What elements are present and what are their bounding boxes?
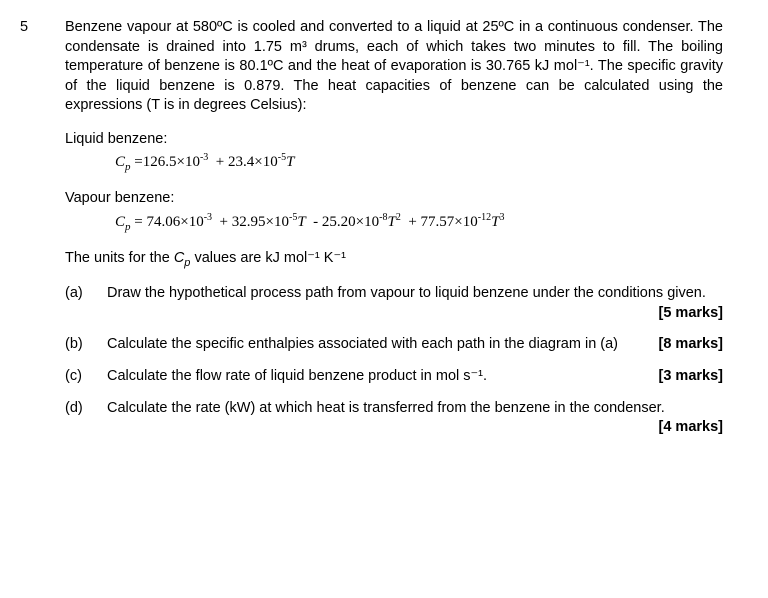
part-b-body: Calculate the specific enthalpies associ… (107, 336, 618, 352)
vapour-benzene-label: Vapour benzene: (65, 189, 723, 209)
part-c-marks: [3 marks] (659, 367, 723, 387)
part-c-body: Calculate the flow rate of liquid benzen… (107, 368, 487, 384)
cp-sub: p (125, 161, 131, 173)
question-body: Benzene vapour at 580ºC is cooled and co… (65, 18, 723, 580)
page: 5 Benzene vapour at 580ºC is cooled and … (0, 0, 768, 598)
cp-var: C (115, 154, 125, 170)
ten-6: 10 (463, 214, 478, 230)
times-4: × (266, 214, 274, 230)
units-pre: The units for the (65, 250, 174, 266)
units-post: values are kJ mol⁻¹ K⁻¹ (190, 250, 346, 266)
liq-exp-a: -3 (200, 152, 208, 163)
ten-3: 10 (189, 214, 204, 230)
part-d-marks: [4 marks] (659, 418, 723, 438)
vap-coef-d: 77.57 (421, 214, 455, 230)
cube: 3 (499, 212, 504, 223)
vapour-benzene-equation: Cp = 74.06×10-3 + 32.95×10-5T - 25.20×10… (65, 211, 723, 235)
units-line: The units for the Cp values are kJ mol⁻¹… (65, 249, 723, 271)
part-b-marks: [8 marks] (659, 335, 723, 355)
part-a-text: Draw the hypothetical process path from … (107, 284, 723, 323)
vap-coef-c: 25.20 (322, 214, 356, 230)
minus-1: - (313, 214, 318, 230)
part-b-label: (b) (65, 335, 107, 355)
part-b: (b) Calculate the specific enthalpies as… (65, 335, 723, 355)
T-2: T (297, 214, 305, 230)
vap-coef-a: 74.06 (146, 214, 180, 230)
parts-list: (a) Draw the hypothetical process path f… (65, 284, 723, 437)
part-c: (c) Calculate the flow rate of liquid be… (65, 367, 723, 387)
plus-sign: + (216, 154, 224, 170)
stem-paragraph: Benzene vapour at 580ºC is cooled and co… (65, 18, 723, 116)
vap-exp-a: -3 (204, 212, 212, 223)
part-c-label: (c) (65, 367, 107, 387)
ten-5: 10 (364, 214, 379, 230)
part-d-body: Calculate the rate (kW) at which heat is… (107, 400, 665, 416)
times-3: × (180, 214, 188, 230)
liquid-benzene-equation: Cp =126.5×10-3 + 23.4×10-5T (65, 151, 723, 175)
question-number: 5 (20, 18, 65, 580)
part-a: (a) Draw the hypothetical process path f… (65, 284, 723, 323)
liq-exp-b: -5 (278, 152, 286, 163)
times-sign-2: × (254, 154, 262, 170)
vap-exp-d: -12 (478, 212, 491, 223)
part-d-text: Calculate the rate (kW) at which heat is… (107, 399, 723, 438)
liq-coef-b: 23.4 (228, 154, 254, 170)
part-d-label: (d) (65, 399, 107, 438)
ten: 10 (185, 154, 200, 170)
ten-4: 10 (274, 214, 289, 230)
T-var: T (286, 154, 294, 170)
units-var: C (174, 250, 184, 266)
times-5: × (356, 214, 364, 230)
part-d: (d) Calculate the rate (kW) at which hea… (65, 399, 723, 438)
cp-sub-2: p (125, 221, 131, 233)
times-sign: × (176, 154, 184, 170)
plus-2: + (220, 214, 228, 230)
T-3: T (387, 214, 395, 230)
part-a-body: Draw the hypothetical process path from … (107, 285, 706, 301)
liq-coef-a: 126.5 (143, 154, 177, 170)
liquid-benzene-label: Liquid benzene: (65, 130, 723, 150)
ten-2: 10 (263, 154, 278, 170)
part-b-text: Calculate the specific enthalpies associ… (107, 335, 723, 355)
equals-sign: = (134, 154, 142, 170)
times-6: × (454, 214, 462, 230)
plus-3: + (408, 214, 416, 230)
part-a-marks: [5 marks] (659, 304, 723, 324)
sq: 2 (396, 212, 401, 223)
cp-var-2: C (115, 214, 125, 230)
part-a-label: (a) (65, 284, 107, 323)
vap-coef-b: 32.95 (232, 214, 266, 230)
part-c-text: Calculate the flow rate of liquid benzen… (107, 367, 723, 387)
equals-sign-2: = (134, 214, 142, 230)
